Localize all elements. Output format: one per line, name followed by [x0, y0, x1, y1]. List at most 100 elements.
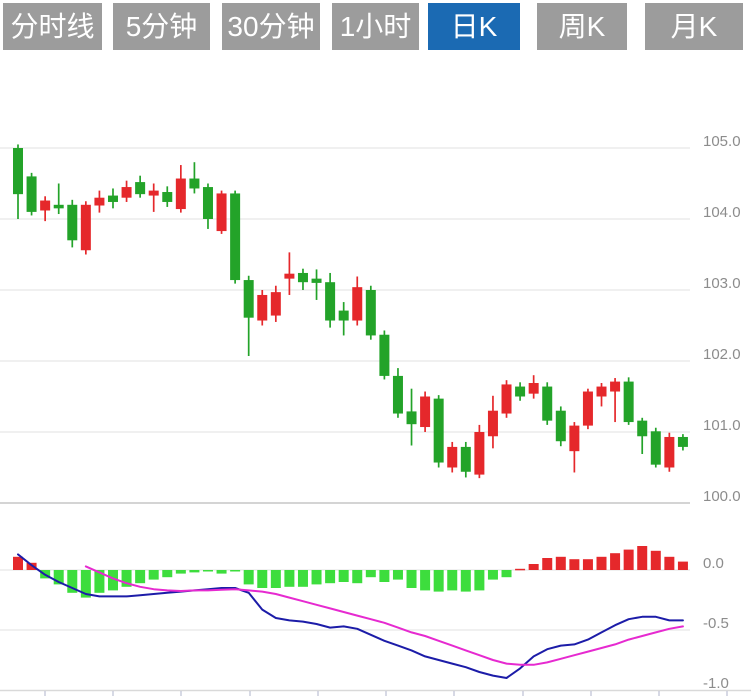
- tab-weekly-k[interactable]: 周K: [537, 3, 627, 50]
- candle-body: [94, 197, 105, 206]
- macd-bar: [664, 556, 675, 570]
- interval-tabbar: 分时线 5分钟 30分钟 1小时 日K 周K 月K: [0, 0, 751, 56]
- tab-30min[interactable]: 30分钟: [222, 3, 320, 50]
- macd-bar: [13, 556, 23, 570]
- candle-body: [664, 436, 675, 468]
- candle-body: [338, 310, 349, 321]
- macd-bar: [297, 570, 308, 587]
- macd-bar: [338, 570, 349, 582]
- macd-bar: [528, 564, 539, 570]
- candle-body: [243, 280, 254, 318]
- macd-bar: [501, 570, 512, 578]
- tab-daily-k[interactable]: 日K: [428, 3, 520, 50]
- candle-body: [515, 386, 526, 397]
- macd-bar: [202, 570, 213, 572]
- macd-bar: [135, 570, 146, 584]
- candle-body: [406, 411, 417, 425]
- price-axis-labels: 105.0 104.0 103.0 102.0 101.0 100.0: [703, 133, 741, 505]
- macd-bar: [257, 570, 268, 588]
- candle-body: [216, 193, 227, 232]
- candle-body: [67, 204, 78, 241]
- tab-time-line[interactable]: 分时线: [3, 3, 102, 50]
- candlestick-series: [13, 144, 688, 479]
- candle-body: [487, 410, 498, 437]
- macd-bar: [311, 570, 322, 585]
- candle-body: [311, 278, 322, 283]
- price-gridlines: [0, 147, 690, 504]
- candle-body: [501, 384, 512, 414]
- candle-body: [555, 410, 566, 442]
- candle-body: [610, 381, 621, 392]
- candle-body: [582, 391, 593, 426]
- candle-body: [365, 290, 376, 336]
- macd-bar: [216, 570, 227, 574]
- candle-body: [162, 192, 173, 202]
- candle-body: [284, 273, 295, 279]
- macd-bar: [53, 570, 64, 585]
- candle-body: [270, 292, 281, 316]
- macd-dea-line: [84, 565, 684, 666]
- tab-1hour[interactable]: 1小时: [332, 3, 419, 50]
- candle-body: [677, 436, 688, 447]
- macd-bar: [352, 570, 363, 584]
- macd-histogram: [13, 546, 688, 598]
- candle-body: [447, 446, 458, 468]
- macd-bar: [637, 546, 648, 570]
- svg-text:-1.0: -1.0: [703, 675, 729, 692]
- candle-body: [637, 420, 648, 437]
- macd-bar: [406, 570, 417, 588]
- candle-body: [528, 383, 539, 394]
- macd-bar: [379, 570, 390, 582]
- macd-bar: [94, 570, 105, 593]
- macd-bar: [148, 570, 159, 580]
- candle-body: [542, 386, 553, 421]
- candle-body: [189, 178, 200, 189]
- svg-text:103.0: 103.0: [703, 275, 741, 292]
- svg-text:-0.5: -0.5: [703, 615, 729, 632]
- svg-text:101.0: 101.0: [703, 417, 741, 434]
- macd-bar: [650, 550, 661, 570]
- candle-body: [135, 182, 146, 195]
- svg-text:100.0: 100.0: [703, 488, 741, 505]
- candle-body: [121, 187, 132, 198]
- macd-bar: [121, 570, 132, 587]
- macd-bar: [610, 553, 621, 570]
- candle-body: [325, 282, 336, 321]
- macd-bar: [189, 570, 200, 573]
- candle-body: [352, 287, 363, 321]
- candle-body: [13, 148, 23, 195]
- candle-body: [569, 425, 580, 452]
- time-axis: [0, 689, 751, 696]
- candle-body: [460, 446, 471, 472]
- tab-monthly-k[interactable]: 月K: [645, 3, 743, 50]
- candle-body: [175, 178, 186, 210]
- macd-bar: [175, 570, 186, 574]
- macd-bar: [162, 570, 173, 578]
- macd-bar: [569, 559, 580, 570]
- tab-5min[interactable]: 5分钟: [113, 3, 210, 50]
- macd-bar: [555, 556, 566, 570]
- svg-text:105.0: 105.0: [703, 133, 741, 150]
- candle-body: [379, 334, 390, 376]
- macd-bar: [243, 570, 254, 585]
- macd-bar: [460, 570, 471, 592]
- macd-axis-labels: 0.0 -0.5 -1.0: [703, 555, 729, 692]
- candle-body: [230, 193, 241, 281]
- candle-body: [257, 294, 268, 321]
- macd-bar: [582, 559, 593, 570]
- macd-bar: [623, 549, 634, 570]
- candle-body: [596, 386, 607, 397]
- macd-bar: [365, 570, 376, 578]
- svg-text:0.0: 0.0: [703, 555, 724, 572]
- candle-body: [53, 204, 64, 209]
- candle-body: [202, 187, 213, 219]
- macd-bar: [433, 570, 444, 592]
- macd-bar: [487, 570, 498, 580]
- macd-bar: [474, 570, 485, 591]
- macd-bar: [325, 570, 336, 584]
- svg-text:102.0: 102.0: [703, 346, 741, 363]
- macd-bar: [392, 570, 403, 580]
- macd-bar: [230, 570, 241, 572]
- macd-bar: [107, 570, 118, 591]
